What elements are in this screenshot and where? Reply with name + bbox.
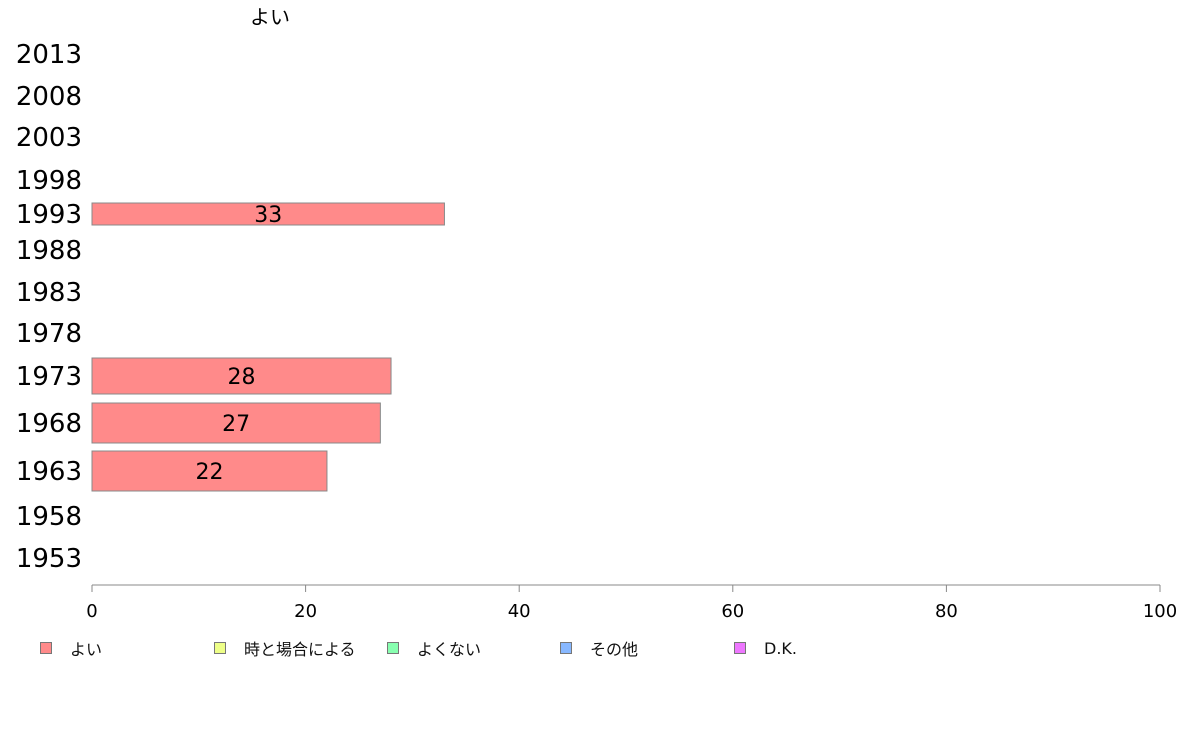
bar-labels: 33 28 27 22 [195, 203, 282, 485]
x-tick-label: 60 [721, 601, 744, 622]
x-tick-label: 20 [294, 601, 317, 622]
bar-1963 [91, 450, 328, 492]
category-label: 1953 [16, 544, 82, 574]
bar-1973 [91, 357, 392, 395]
legend-label: その他 [590, 640, 639, 659]
legend-item-dk: D.K. [734, 636, 797, 660]
category-label: 1983 [16, 278, 82, 308]
bar-value-label: 22 [195, 460, 223, 485]
legend-item-yokunai: よくない [387, 636, 481, 660]
category-label: 1958 [16, 502, 82, 532]
legend-swatch-dk [734, 642, 746, 654]
legend-label: 時と場合による [244, 640, 356, 659]
category-label: 2003 [16, 123, 82, 153]
legend-label: D.K. [764, 638, 797, 658]
legend: よい 時と場合による よくない その他 D.K. [0, 636, 1188, 660]
category-label: 1968 [16, 409, 82, 439]
category-label: 1973 [16, 362, 82, 392]
x-tick-label: 40 [508, 601, 531, 622]
legend-label: よくない [417, 640, 482, 659]
x-axis-ticks: 0 20 40 60 80 100 [86, 585, 1177, 622]
bar-value-label: 28 [228, 365, 256, 390]
legend-swatch-other [560, 642, 572, 654]
legend-swatch-depends [214, 642, 226, 654]
bar-chart: よい 2013 2008 2003 1998 1993 1988 1983 1978 1973 1… [16, 5, 1177, 622]
x-tick-label: 0 [86, 601, 97, 622]
legend-swatch-yoi [40, 642, 52, 654]
legend-swatch-yokunai [387, 642, 399, 654]
legend-item-yoi: よい [40, 636, 102, 660]
legend-item-depends: 時と場合による [214, 636, 356, 660]
legend-item-other: その他 [560, 636, 638, 660]
category-label: 2013 [16, 40, 82, 70]
bar-value-label: 33 [254, 203, 282, 228]
category-label: 1978 [16, 319, 82, 349]
category-label: 2008 [16, 82, 82, 112]
category-label: 1988 [16, 236, 82, 266]
bar-1993 [91, 202, 445, 226]
category-label: 1998 [16, 166, 82, 196]
category-label: 1963 [16, 457, 82, 487]
bar-1968 [91, 402, 381, 444]
x-tick-label: 100 [1143, 601, 1177, 622]
category-label: 1993 [16, 200, 82, 230]
legend-label: よい [70, 640, 103, 659]
x-tick-label: 80 [935, 601, 958, 622]
bars [91, 202, 445, 492]
category-labels: 2013 2008 2003 1998 1993 1988 1983 1978 1973 1968… [16, 40, 82, 574]
chart-title: よい [250, 5, 290, 29]
bar-value-label: 27 [222, 412, 250, 437]
